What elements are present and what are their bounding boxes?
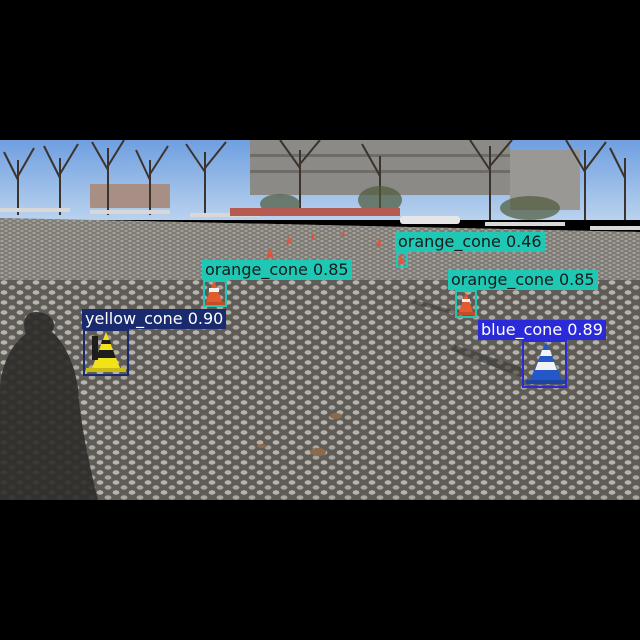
orange-cone <box>203 280 225 305</box>
detection-box-orange-cone <box>203 280 227 307</box>
fence <box>0 208 70 212</box>
detection-label: blue_cone 0.89 <box>478 320 606 340</box>
detection-label: orange_cone 0.85 <box>448 270 598 290</box>
detection-box-orange-cone <box>455 290 477 318</box>
blue-cone <box>526 342 566 384</box>
detection-label: orange_cone 0.85 <box>202 260 352 280</box>
orange-cone <box>457 292 475 315</box>
detection-box-blue-cone <box>522 340 567 388</box>
detection-label: orange_cone 0.46 <box>395 232 545 252</box>
yellow-cone <box>86 332 126 372</box>
detection-label: yellow_cone 0.90 <box>82 309 227 329</box>
detection-box-yellow-cone <box>83 329 129 376</box>
trees <box>3 140 626 220</box>
parking-lot-photo <box>0 140 640 500</box>
person-shadow <box>0 312 98 500</box>
detection-box-orange-cone <box>396 252 408 268</box>
distant-cones <box>266 230 404 264</box>
